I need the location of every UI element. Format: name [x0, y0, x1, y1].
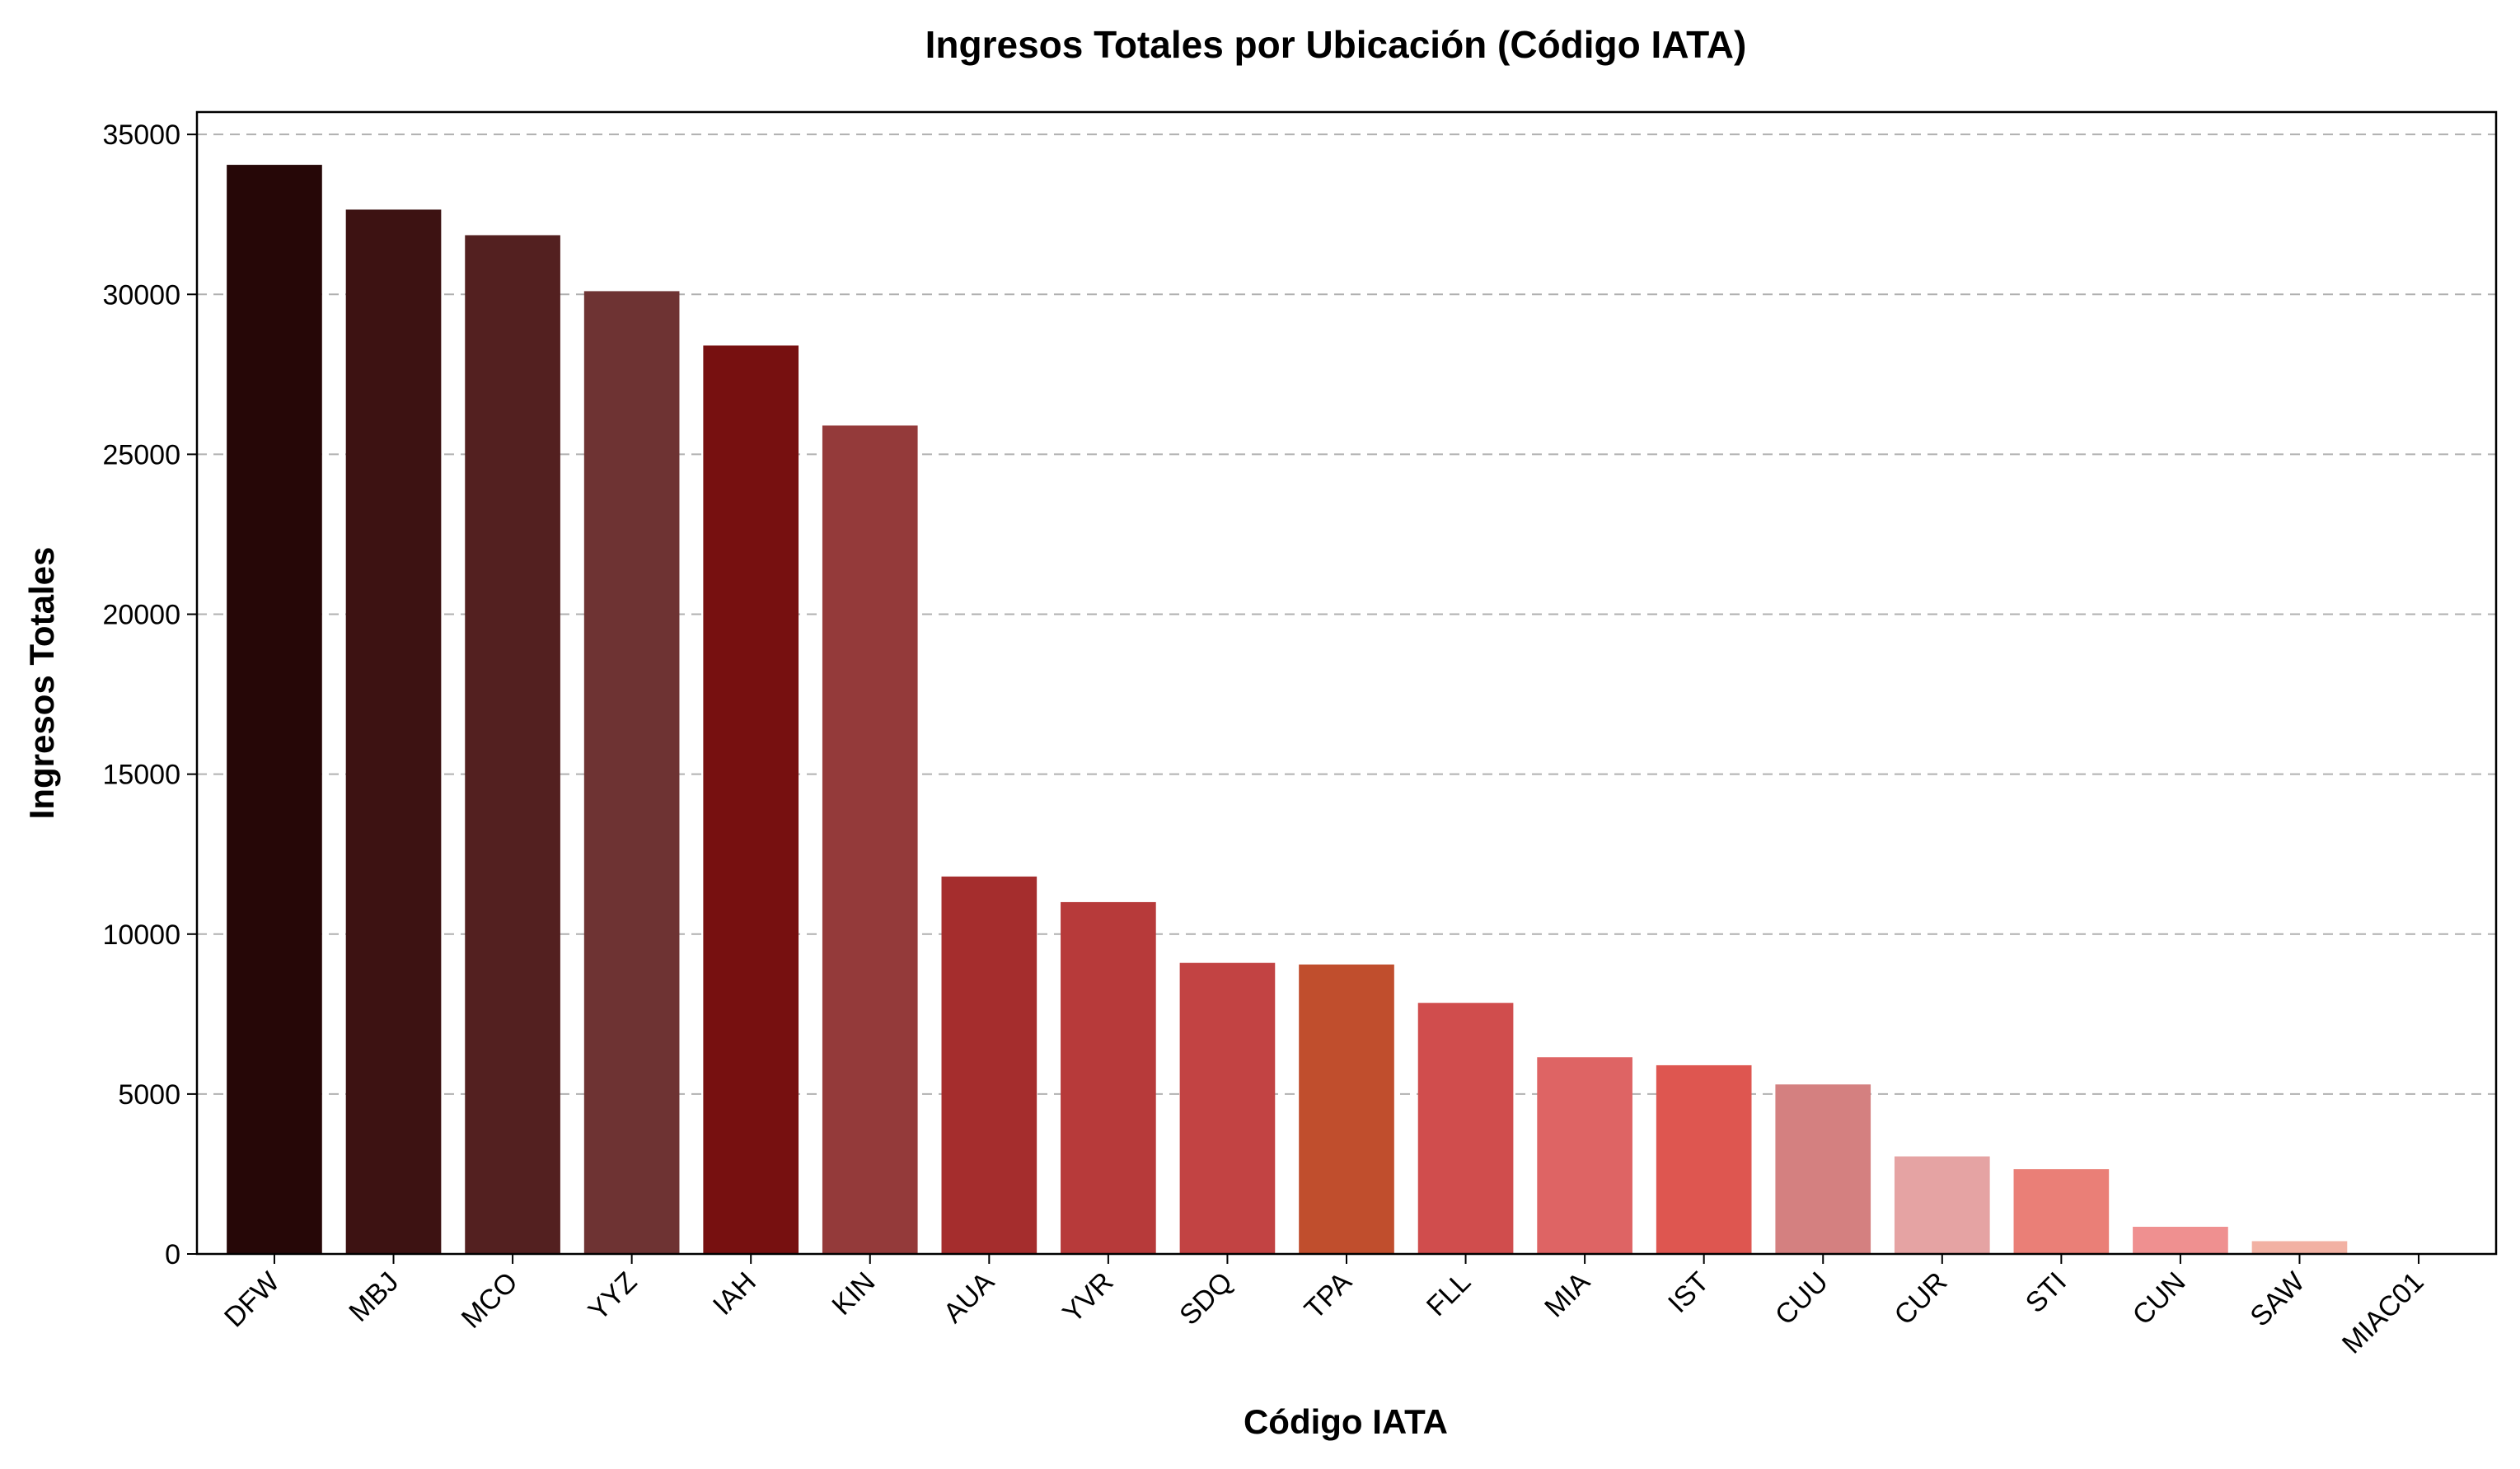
x-tick-label: YVR	[1056, 1266, 1119, 1329]
y-tick-label: 0	[165, 1239, 180, 1270]
y-tick-label: 5000	[118, 1079, 180, 1111]
x-tick-label: IAH	[707, 1266, 762, 1322]
bar-tpa	[1299, 964, 1394, 1254]
bar-aua	[941, 876, 1038, 1254]
y-axis-label: Ingresos Totales	[22, 547, 61, 820]
bar-sti	[2013, 1169, 2110, 1254]
bar-kin	[822, 425, 918, 1254]
x-axis: DFW MBJ MCO YYZ IAH KIN AUA YVR SDQ TPA FLL MIA IST C…	[218, 1254, 2430, 1360]
x-tick-label: SAW	[2244, 1266, 2311, 1333]
x-tick-label: IST	[1662, 1266, 1715, 1319]
y-tick-label: 15000	[102, 760, 180, 791]
y-axis: 0 5000 10000 15000 20000 25000 30000 35000	[102, 119, 197, 1270]
x-tick-label: CUN	[2127, 1266, 2192, 1331]
x-tick-label: STI	[2020, 1266, 2073, 1319]
bar-iah	[703, 345, 799, 1255]
x-tick-label: CUU	[1769, 1266, 1834, 1331]
y-tick-label: 10000	[102, 919, 180, 951]
x-tick-label: MIAC01	[2336, 1266, 2430, 1360]
chart-title: Ingresos Totales por Ubicación (Código I…	[925, 23, 1747, 66]
x-tick-label: MCO	[456, 1266, 524, 1335]
bar-mbj	[345, 209, 442, 1255]
bar-dfw	[227, 165, 322, 1254]
x-tick-label: MBJ	[343, 1266, 405, 1328]
bar-mco	[465, 235, 560, 1254]
x-tick-label: DFW	[218, 1266, 286, 1334]
bar-yvr	[1061, 901, 1156, 1254]
bars-layer	[227, 165, 2348, 1255]
x-tick-label: MIA	[1539, 1266, 1596, 1324]
bar-saw	[2251, 1241, 2348, 1254]
x-tick-label: KIN	[826, 1266, 881, 1322]
y-tick-label: 30000	[102, 279, 180, 311]
x-tick-label: AUA	[938, 1266, 1001, 1330]
y-tick-label: 20000	[102, 600, 180, 631]
y-tick-label: 35000	[102, 119, 180, 151]
x-tick-label: FLL	[1421, 1266, 1477, 1322]
x-tick-label: YYZ	[583, 1266, 644, 1327]
x-tick-label: TPA	[1299, 1266, 1358, 1326]
bar-sdq	[1179, 962, 1276, 1254]
bar-cur	[1894, 1156, 1990, 1254]
bar-cuu	[1775, 1084, 1871, 1254]
x-tick-label: SDQ	[1173, 1266, 1239, 1331]
x-axis-label: Código IATA	[1244, 1402, 1448, 1441]
bar-ist	[1656, 1064, 1752, 1254]
x-tick-label: CUR	[1888, 1266, 1953, 1331]
bar-mia	[1537, 1057, 1632, 1254]
bar-yyz	[583, 291, 680, 1255]
y-tick-label: 25000	[102, 439, 180, 470]
bar-fll	[1417, 1003, 1514, 1254]
bar-cun	[2133, 1227, 2228, 1254]
grid-layer	[197, 133, 2496, 1095]
plot-frame	[195, 110, 2498, 1256]
